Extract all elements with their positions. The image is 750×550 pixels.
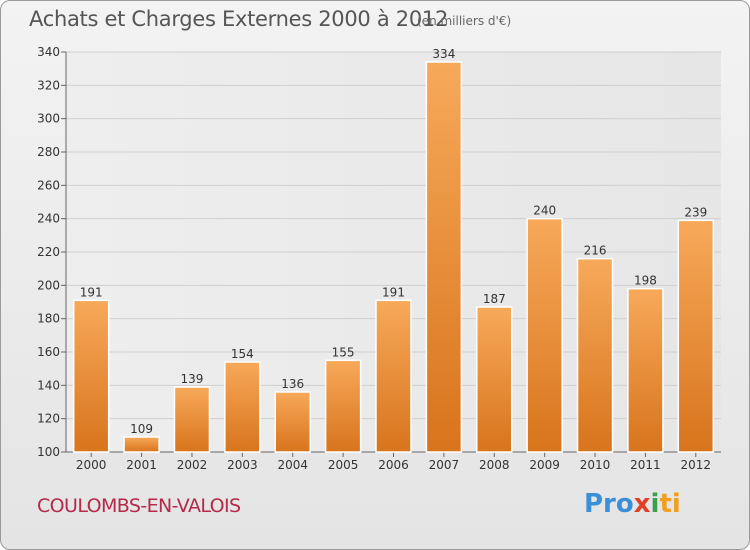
bar-2009 bbox=[526, 217, 563, 453]
data-label-2010: 216 bbox=[584, 244, 607, 258]
bar-2006 bbox=[375, 299, 412, 453]
bar-2012 bbox=[677, 219, 715, 453]
chart-title: Achats et Charges Externes 2000 à 2012 bbox=[29, 7, 449, 31]
bar-2005 bbox=[324, 359, 362, 453]
data-label-2011: 198 bbox=[634, 274, 657, 288]
y-tick-label: 240 bbox=[37, 212, 60, 226]
y-tick-label: 200 bbox=[37, 278, 60, 292]
commune-name: COULOMBS-EN-VALOIS bbox=[37, 495, 241, 517]
y-tick-label: 280 bbox=[37, 145, 60, 159]
y-tick-label: 220 bbox=[37, 245, 60, 259]
bar-2000 bbox=[72, 299, 110, 453]
bar-2007 bbox=[425, 61, 463, 453]
x-tick-label-2007: 2007 bbox=[429, 458, 460, 472]
data-label-2004: 136 bbox=[281, 377, 304, 391]
bar-2010 bbox=[576, 257, 614, 453]
x-tick-label-2010: 2010 bbox=[580, 458, 611, 472]
y-tick-label: 180 bbox=[37, 312, 60, 326]
x-tick-label-2012: 2012 bbox=[681, 458, 712, 472]
data-label-2008: 187 bbox=[483, 292, 506, 306]
data-label-2009: 240 bbox=[533, 204, 556, 218]
bars bbox=[72, 61, 715, 453]
x-tick-label-2008: 2008 bbox=[479, 458, 510, 472]
x-tick-label-2000: 2000 bbox=[76, 458, 107, 472]
y-tick-label: 160 bbox=[37, 345, 60, 359]
data-label-2005: 155 bbox=[332, 345, 355, 359]
x-tick-label-2001: 2001 bbox=[126, 458, 157, 472]
x-tick-label-2009: 2009 bbox=[529, 458, 560, 472]
bar-2004 bbox=[274, 391, 311, 453]
y-tick-label: 100 bbox=[37, 445, 60, 459]
bar-2011 bbox=[627, 287, 664, 453]
y-tick-label: 300 bbox=[37, 112, 60, 126]
labels: 100 120 140 160 180 200 220 240 260 280 300 320 340 1… bbox=[37, 45, 711, 472]
x-tick-label-2006: 2006 bbox=[378, 458, 409, 472]
chart-unit: (en milliers d'€) bbox=[417, 14, 512, 28]
y-tick-label: 340 bbox=[37, 45, 60, 59]
bar-2002 bbox=[173, 386, 211, 453]
data-label-2002: 139 bbox=[181, 372, 204, 386]
x-tick-label-2003: 2003 bbox=[227, 458, 258, 472]
bar-2003 bbox=[224, 361, 261, 453]
x-tick-label-2005: 2005 bbox=[328, 458, 359, 472]
bar-2008 bbox=[476, 306, 513, 453]
data-label-2012: 239 bbox=[684, 205, 707, 219]
x-tick-label-2004: 2004 bbox=[277, 458, 308, 472]
data-label-2006: 191 bbox=[382, 285, 405, 299]
y-tick-label: 140 bbox=[37, 378, 60, 392]
bar-2001 bbox=[123, 436, 160, 453]
data-label-2003: 154 bbox=[231, 347, 254, 361]
y-tick-label: 120 bbox=[37, 412, 60, 426]
data-label-2000: 191 bbox=[80, 285, 103, 299]
proxiti-logo: Proxiti bbox=[584, 489, 681, 519]
y-tick-label: 260 bbox=[37, 178, 60, 192]
x-tick-label-2011: 2011 bbox=[630, 458, 661, 472]
data-label-2007: 334 bbox=[432, 47, 455, 61]
y-tick-label: 320 bbox=[37, 78, 60, 92]
data-label-2001: 109 bbox=[130, 422, 153, 436]
x-tick-label-2002: 2002 bbox=[177, 458, 208, 472]
